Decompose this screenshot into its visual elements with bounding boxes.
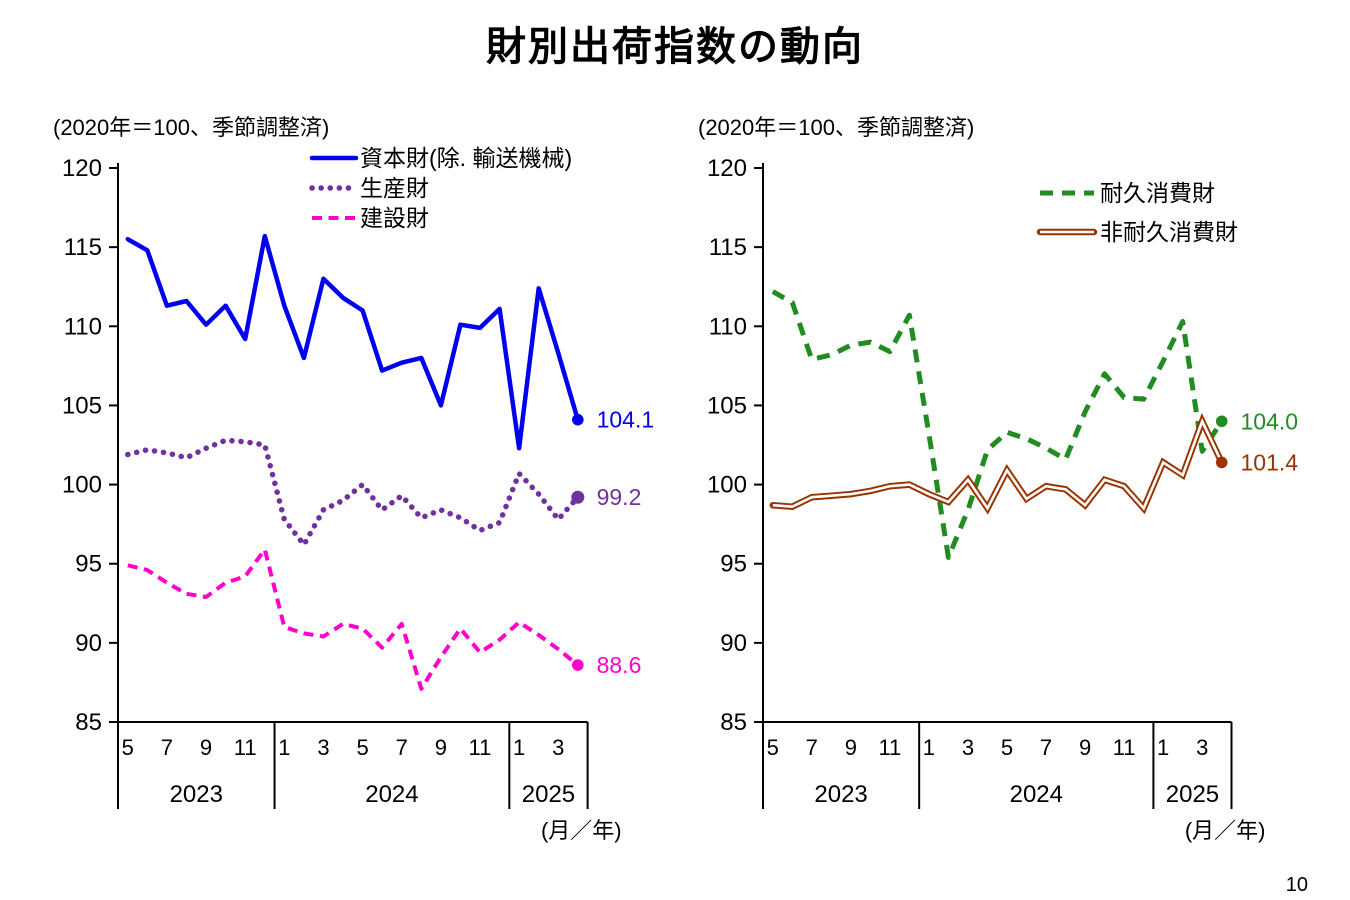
chart1-month-label: 7 <box>806 735 818 760</box>
chart1-month-label: 7 <box>1040 735 1052 760</box>
chart1-series-0-end-dot <box>1215 415 1228 428</box>
chart1-month-label: 5 <box>1001 735 1013 760</box>
chart1-year-label: 2025 <box>1166 781 1219 808</box>
chart0-year-label: 2023 <box>170 781 223 808</box>
chart1-ytick-label-85: 85 <box>720 709 747 736</box>
chart1-month-label: 11 <box>878 735 901 760</box>
chart1-legend-label-0: 耐久消費財 <box>1100 180 1215 206</box>
chart1-month-label: 1 <box>923 735 935 760</box>
chart0-legend-label-1: 生産財 <box>360 175 429 201</box>
chart0-series-0-line <box>125 233 581 451</box>
chart0-month-label: 1 <box>513 735 525 760</box>
chart1-month-label: 9 <box>1079 735 1091 760</box>
chart0-month-label: 3 <box>552 735 564 760</box>
chart0-series-2-end-dot <box>572 659 584 671</box>
chart0-series-0-end-dot <box>572 413 584 426</box>
chart1-ytick-label-90: 90 <box>720 630 747 657</box>
chart1-month-label: 9 <box>845 735 857 760</box>
chart1-ytick-label-120: 120 <box>707 155 747 182</box>
chart1-ytick-label-110: 110 <box>709 313 747 340</box>
chart0-year-label: 2024 <box>365 781 418 808</box>
chart1-ytick-label-100: 100 <box>707 472 747 499</box>
chart0-ytick-label-105: 105 <box>62 392 102 419</box>
chart0-series-0-end-label: 104.1 <box>597 407 655 433</box>
chart0-month-label: 11 <box>234 735 257 760</box>
chart1-series-0-line <box>771 289 1224 560</box>
left-chart-subtitle: (2020年＝100、季節調整済) <box>53 115 330 140</box>
chart1-series-0-end-label: 104.0 <box>1241 408 1299 434</box>
chart1-month-label: 1 <box>1157 735 1169 760</box>
chart0-series-2-end-label: 88.6 <box>597 652 642 678</box>
chart1-series-1-end-dot <box>1215 456 1228 469</box>
chart0-month-label: 3 <box>317 735 329 760</box>
chart0-series-2-line <box>127 547 580 691</box>
chart0-series-1-end-label: 99.2 <box>597 484 642 510</box>
chart0-month-label: 1 <box>278 735 290 760</box>
chart1-series-1-line-inner <box>772 417 1223 511</box>
chart0-month-label: 5 <box>356 735 368 760</box>
chart0-series-1-end-dot <box>571 490 585 504</box>
chart0-legend-label-2: 建設財 <box>360 205 429 231</box>
chart1-x-unit-label: (月／年) <box>1185 818 1266 843</box>
chart1-ytick-label-95: 95 <box>720 551 747 578</box>
chart0-ytick-label-90: 90 <box>75 630 102 657</box>
chart0-ytick-label-85: 85 <box>75 709 102 736</box>
chart0-month-label: 5 <box>122 735 134 760</box>
chart0-month-label: 7 <box>396 735 408 760</box>
chart0-series-1-line <box>125 437 581 548</box>
chart1-ytick-label-115: 115 <box>709 234 747 261</box>
chart1-month-label: 3 <box>1196 735 1208 760</box>
chart0-ytick-label-115: 115 <box>64 234 102 261</box>
chart1-month-label: 5 <box>767 735 779 760</box>
chart0-ytick-label-95: 95 <box>75 551 102 578</box>
chart0-ytick-label-110: 110 <box>64 313 102 340</box>
chart1-month-label: 11 <box>1113 735 1136 760</box>
page-number: 10 <box>1285 874 1308 896</box>
chart0-month-label: 9 <box>435 735 447 760</box>
chart0-month-label: 9 <box>200 735 212 760</box>
chart0-ytick-label-100: 100 <box>62 472 102 499</box>
chart1-month-label: 3 <box>962 735 974 760</box>
chart1-legend-label-1: 非耐久消費財 <box>1100 219 1238 245</box>
chart0-month-label: 11 <box>469 735 492 760</box>
page-title: 財別出荷指数の動向 <box>486 25 864 69</box>
chart0-x-unit-label: (月／年) <box>541 818 622 843</box>
right-chart-subtitle: (2020年＝100、季節調整済) <box>698 115 975 140</box>
chart1-ytick-label-105: 105 <box>707 392 747 419</box>
chart0-legend-label-0: 資本財(除. 輸送機械) <box>360 145 572 171</box>
chart0-month-label: 7 <box>161 735 173 760</box>
chart1-year-label: 2024 <box>1010 781 1063 808</box>
chart1-series-1-end-label: 101.4 <box>1241 449 1299 475</box>
chart1-year-label: 2023 <box>814 781 867 808</box>
chart0-year-label: 2025 <box>522 781 575 808</box>
chart0-ytick-label-120: 120 <box>62 155 102 182</box>
